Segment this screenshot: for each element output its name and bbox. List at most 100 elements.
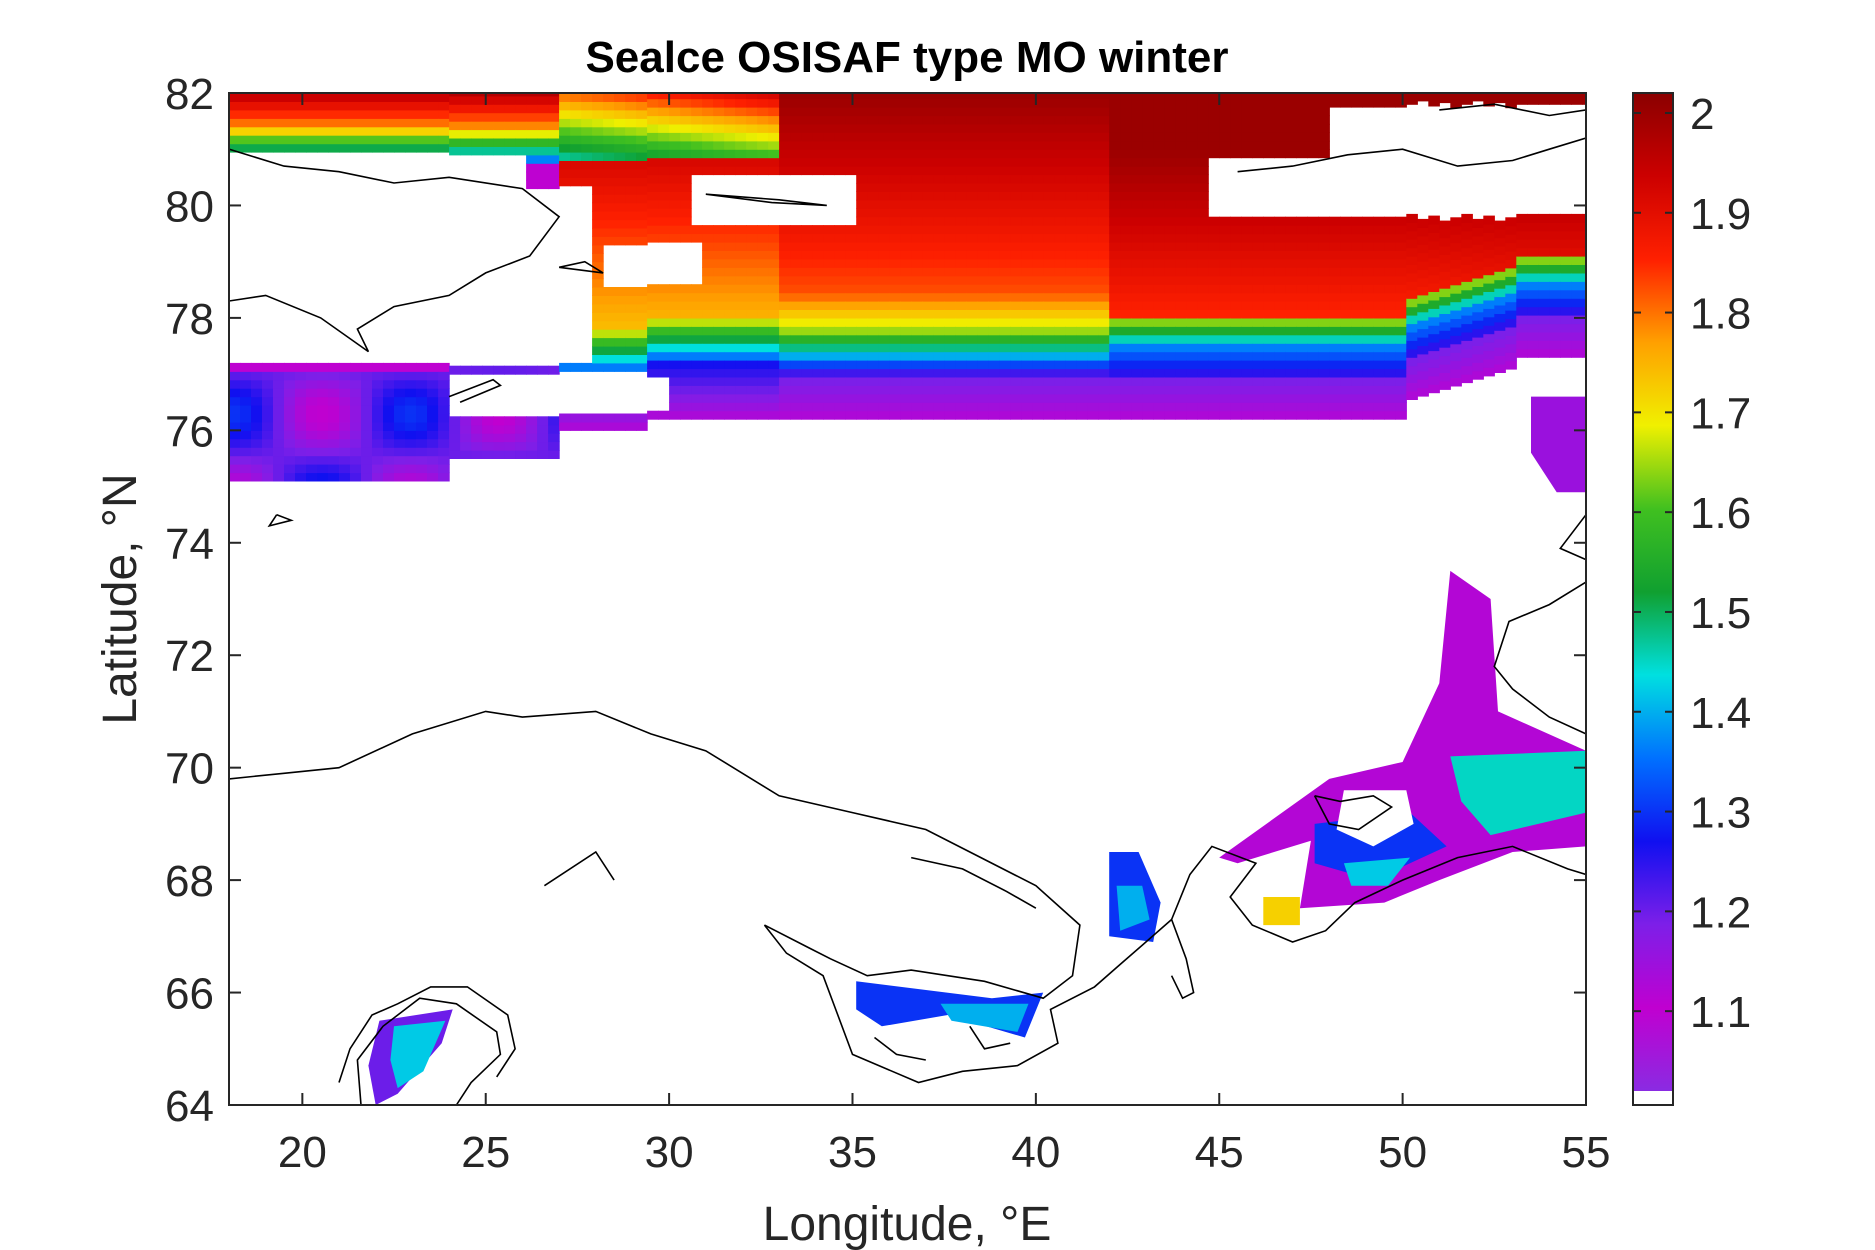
field-cell — [1065, 132, 1077, 142]
field-cell — [834, 275, 846, 285]
field-cell — [1120, 393, 1132, 403]
field-cell — [812, 393, 824, 403]
field-cell — [834, 115, 846, 125]
field-cell — [977, 309, 989, 319]
field-cell — [1065, 225, 1077, 235]
field-cell — [1164, 166, 1176, 176]
field-cell — [1208, 107, 1220, 117]
field-cell — [867, 93, 879, 100]
coastline-segment — [338, 986, 516, 1083]
field-cell — [482, 121, 494, 131]
field-cell — [251, 438, 263, 448]
field-cell — [1329, 98, 1341, 108]
field-cell — [1043, 326, 1055, 336]
field-cell — [955, 191, 967, 201]
field-cell — [1021, 267, 1033, 277]
field-cell — [1087, 275, 1099, 285]
field-cell — [1241, 284, 1253, 294]
field-cell — [240, 455, 252, 465]
field-cell — [1351, 284, 1363, 294]
field-cell — [1472, 294, 1484, 304]
field-cell — [1164, 284, 1176, 294]
field-cell — [350, 455, 362, 465]
field-cell — [493, 424, 505, 434]
field-cell — [768, 132, 780, 142]
field-cell — [900, 225, 912, 235]
field-cell — [812, 309, 824, 319]
field-cell — [878, 267, 890, 277]
field-cell — [1263, 107, 1275, 117]
field-cell — [1274, 360, 1286, 370]
field-cell — [1043, 208, 1055, 218]
field-cell — [966, 376, 978, 386]
field-cell — [1065, 393, 1077, 403]
field-cell — [361, 413, 373, 423]
field-cell — [1032, 368, 1044, 378]
field-cell — [581, 101, 593, 111]
field-cell — [1164, 368, 1176, 378]
field-cell — [823, 402, 835, 412]
field-cell — [1043, 166, 1055, 176]
field-cell — [856, 225, 868, 235]
field-cell — [911, 157, 923, 167]
field-cell — [449, 112, 461, 122]
field-cell — [1065, 402, 1077, 412]
field-cell — [427, 464, 439, 474]
field-cell — [944, 183, 956, 192]
field-cell — [1307, 216, 1319, 226]
field-cell — [1087, 267, 1099, 277]
field-cell — [1549, 272, 1561, 282]
field-cell — [1010, 115, 1022, 125]
field-cell — [1318, 250, 1330, 260]
field-cell — [262, 109, 274, 119]
field-cell — [1010, 343, 1022, 353]
field-cell — [988, 301, 1000, 310]
field-cell — [1406, 348, 1418, 358]
field-cell — [1054, 208, 1066, 218]
field-cell — [1120, 292, 1132, 302]
field-cell — [1043, 250, 1055, 260]
field-cell — [977, 208, 989, 218]
field-cell — [1131, 174, 1143, 184]
field-cell — [548, 180, 560, 190]
field-cell — [999, 107, 1011, 117]
field-cell — [757, 225, 769, 235]
field-cell — [1329, 402, 1341, 412]
field-cell — [559, 126, 571, 136]
field-cell — [1076, 140, 1088, 150]
field-cell — [856, 284, 868, 294]
field-cell — [746, 123, 758, 133]
field-cell — [889, 267, 901, 277]
field-cell — [768, 98, 780, 108]
field-cell — [339, 430, 351, 440]
field-cell — [1384, 292, 1396, 302]
field-cell — [504, 416, 516, 426]
y-tick-label: 76 — [165, 407, 214, 456]
field-cell — [922, 98, 934, 108]
field-cell — [592, 126, 604, 136]
field-cell — [581, 126, 593, 136]
field-cell — [427, 438, 439, 448]
field-cell — [460, 146, 472, 156]
field-cell — [1164, 174, 1176, 184]
field-cell — [856, 385, 868, 395]
field-cell — [955, 183, 967, 192]
field-cell — [1494, 288, 1506, 298]
field-cell — [1439, 372, 1451, 382]
field-cell — [460, 441, 472, 451]
field-cell — [592, 270, 604, 280]
field-cell — [1285, 250, 1297, 260]
field-cell — [713, 376, 725, 386]
field-cell — [856, 233, 868, 243]
field-cell — [735, 385, 747, 395]
field-cell — [614, 295, 626, 305]
field-cell — [306, 405, 318, 414]
field-cell — [845, 233, 857, 243]
field-cell — [1219, 242, 1231, 251]
field-cell — [460, 424, 472, 434]
field-cell — [1076, 115, 1088, 125]
field-cell — [1373, 351, 1385, 361]
field-cell — [592, 312, 604, 322]
field-cell — [757, 284, 769, 294]
field-cell — [823, 410, 835, 420]
